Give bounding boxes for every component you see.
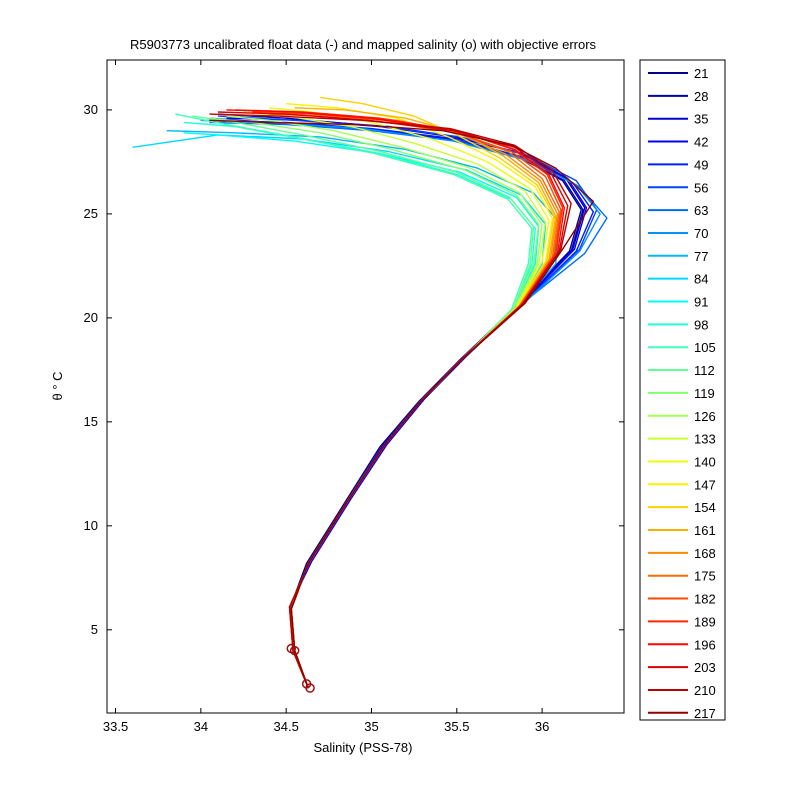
x-axis-label: Salinity (PSS-78)	[314, 740, 413, 755]
y-axis-ticks: 5 10 15 20 25 30	[84, 102, 624, 637]
legend-label-182: 182	[694, 592, 716, 607]
legend-label-217: 217	[694, 706, 716, 721]
legend-label-168: 168	[694, 546, 716, 561]
chart-title: R5903773 uncalibrated float data (-) and…	[130, 37, 597, 52]
legend-label-203: 203	[694, 660, 716, 675]
plot-area: 33.5 34 34.5 35 35.5 36 5 10 15 20 25 30	[84, 59, 625, 734]
profile-line-217	[209, 119, 594, 689]
x-tick-label: 34.5	[274, 719, 299, 734]
y-tick-label: 25	[84, 206, 98, 221]
mapped-salinity-marker	[305, 683, 315, 693]
legend-label-175: 175	[694, 569, 716, 584]
y-tick-label: 15	[84, 414, 98, 429]
x-tick-label: 35	[364, 719, 378, 734]
x-tick-label: 36	[535, 719, 549, 734]
y-tick-label: 5	[91, 622, 98, 637]
legend-box	[639, 59, 726, 721]
legend-label-21: 21	[694, 66, 708, 81]
y-tick-label: 20	[84, 310, 98, 325]
legend-label-42: 42	[694, 135, 708, 150]
x-axis-ticks: 33.5 34 34.5 35 35.5 36	[103, 60, 549, 734]
legend-label-28: 28	[694, 89, 708, 104]
x-tick-label: 35.5	[444, 719, 469, 734]
legend-label-119: 119	[694, 386, 715, 401]
mapped-salinity-marker	[289, 645, 300, 656]
legend-label-49: 49	[694, 157, 708, 172]
profile-lines	[132, 96, 608, 689]
legend-label-98: 98	[694, 317, 708, 332]
legend-label-147: 147	[694, 477, 716, 492]
x-tick-label: 33.5	[103, 719, 128, 734]
legend-label-126: 126	[694, 409, 716, 424]
legend-label-112: 112	[694, 363, 715, 378]
legend-label-154: 154	[694, 500, 716, 515]
legend-label-210: 210	[694, 683, 716, 698]
y-tick-label: 30	[84, 102, 98, 117]
legend-label-140: 140	[694, 454, 716, 469]
legend-label-35: 35	[694, 112, 708, 127]
legend-label-56: 56	[694, 180, 708, 195]
legend-label-84: 84	[694, 272, 708, 287]
mapped-salinity-markers	[286, 643, 315, 693]
legend-label-70: 70	[694, 226, 708, 241]
y-tick-label: 10	[84, 518, 98, 533]
legend: 21 28 35 42 49 56 63 70 77 84 91 98 105 112 119 126 133 1…	[639, 59, 726, 721]
legend-label-161: 161	[694, 523, 716, 538]
y-axis-label: θ ° C	[50, 371, 65, 400]
legend-label-196: 196	[694, 637, 716, 652]
legend-label-105: 105	[694, 340, 716, 355]
legend-label-63: 63	[694, 203, 708, 218]
legend-label-189: 189	[694, 614, 716, 629]
legend-label-77: 77	[694, 249, 708, 264]
axes-box	[106, 59, 625, 714]
legend-label-91: 91	[694, 295, 708, 310]
x-tick-label: 34	[194, 719, 208, 734]
legend-label-133: 133	[694, 432, 716, 447]
